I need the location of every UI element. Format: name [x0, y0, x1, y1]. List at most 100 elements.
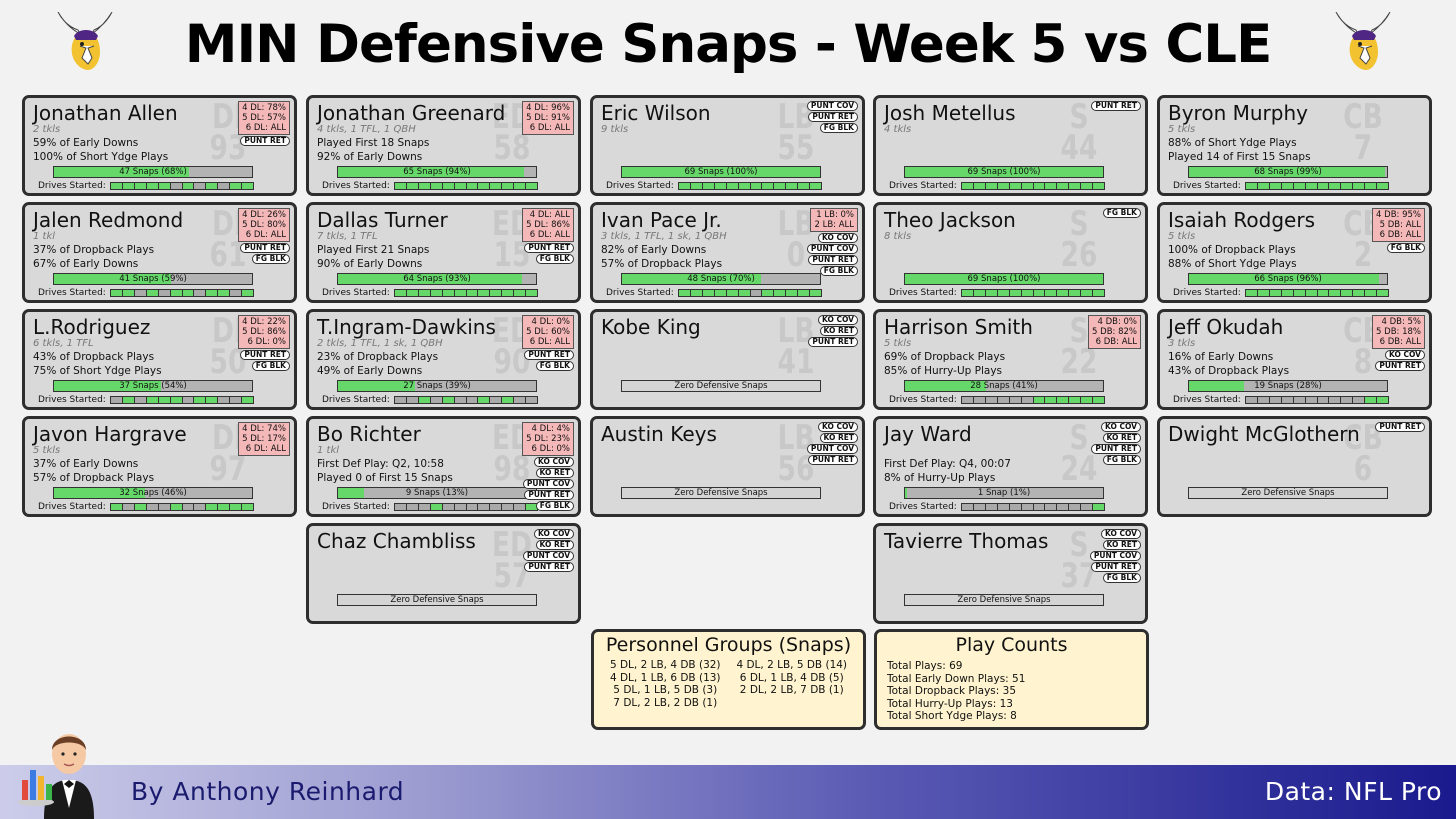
jersey-number: 8 — [1353, 342, 1373, 382]
special-teams-tags: PUNT RET — [1375, 422, 1425, 432]
drive-box — [1365, 290, 1378, 296]
special-teams-tag: PUNT COV — [806, 244, 858, 254]
special-teams-tag: KO COV — [818, 422, 858, 432]
player-name: Bo Richter — [317, 422, 421, 446]
special-teams-tags: PUNT RET FG BLK — [524, 243, 574, 264]
player-note: 43% of Dropback Plays — [33, 351, 155, 363]
special-teams-tag: KO COV — [1101, 422, 1141, 432]
snap-bar-fill — [54, 167, 189, 177]
personnel-item: 5 DL, 1 LB, 5 DB (3) — [613, 684, 718, 696]
player-name: Chaz Chambliss — [317, 529, 476, 553]
special-teams-tag: PUNT RET — [808, 455, 858, 465]
drive-box — [1377, 183, 1389, 189]
player-card: S 44 Josh Metellus 4 tkls 69 Snaps (100%) Dri… — [873, 95, 1148, 196]
drive-box — [454, 290, 467, 296]
snap-count: 68 Snaps (99%) — [1254, 167, 1322, 177]
player-note: 82% of Early Downs — [601, 244, 707, 256]
player-note: 37% of Dropback Plays — [33, 244, 155, 256]
drive-box — [490, 290, 503, 296]
drive-box — [1057, 183, 1070, 189]
drive-box — [230, 290, 243, 296]
drive-box — [146, 397, 159, 403]
player-note: 37% of Early Downs — [33, 458, 139, 470]
drive-box — [962, 290, 974, 296]
play-count-item: Total Plays: 69 — [887, 660, 963, 672]
drive-box — [134, 504, 147, 510]
snap-bar-fill — [1189, 381, 1245, 391]
alignment-line: 6 DL: ALL — [529, 230, 570, 240]
position-watermark: ED 57 — [481, 528, 543, 593]
snap-count: 1 Snap (1%) — [977, 488, 1031, 498]
player-name: Austin Keys — [601, 422, 717, 446]
drive-box — [726, 183, 739, 189]
alignment-box: 4 DL: 78% 5 DL: 57% 6 DL: ALL — [238, 101, 290, 135]
snap-bar: Zero Defensive Snaps — [621, 487, 821, 499]
snap-bar-fill — [54, 488, 146, 498]
special-teams-tag: FG BLK — [251, 361, 290, 371]
player-card: LB 0 Ivan Pace Jr. 3 tkls, 1 TFL, 1 sk, 1 Q… — [590, 202, 865, 303]
snap-bar-fill — [54, 274, 171, 284]
player-card: CB 7 Byron Murphy 5 tkls 88% of Short Ydge P… — [1157, 95, 1432, 196]
drive-box — [690, 183, 703, 189]
drive-box — [1069, 504, 1082, 510]
drive-box — [122, 183, 135, 189]
alignment-line: 4 DB: 95% — [1376, 210, 1421, 220]
special-teams-tag: PUNT COV — [522, 479, 574, 489]
drives-started-boxes — [678, 289, 822, 297]
drive-box — [690, 290, 703, 296]
player-stats: 1 tkl — [317, 445, 340, 456]
drive-box — [1045, 397, 1058, 403]
snap-bar: 68 Snaps (99%) — [1188, 166, 1388, 178]
snap-bar-fill — [338, 167, 525, 177]
player-note: Played First 18 Snaps — [317, 137, 430, 149]
drive-box — [997, 504, 1010, 510]
drive-box — [762, 183, 775, 189]
alignment-line: 4 DB: 5% — [1381, 317, 1421, 327]
snap-bar-fill — [1189, 274, 1380, 284]
snap-count: 19 Snaps (28%) — [1254, 381, 1322, 391]
player-name: Eric Wilson — [601, 101, 711, 125]
special-teams-tag: PUNT RET — [808, 337, 858, 347]
drive-box — [679, 290, 691, 296]
player-note: First Def Play: Q2, 10:58 — [317, 458, 444, 470]
drive-box — [702, 183, 715, 189]
drive-box — [395, 183, 407, 189]
drive-box — [158, 183, 171, 189]
drive-box — [218, 504, 231, 510]
drives-started-label: Drives Started: — [322, 181, 390, 191]
drives-started-boxes — [394, 396, 538, 404]
drives-started-boxes — [394, 182, 538, 190]
alignment-box: 4 DL: 74% 5 DL: 17% 6 DL: ALL — [238, 422, 290, 456]
jersey-number: 37 — [1060, 556, 1098, 596]
snap-bar: 28 Snaps (41%) — [904, 380, 1104, 392]
drive-box — [1093, 397, 1105, 403]
snap-bar: 47 Snaps (68%) — [53, 166, 253, 178]
drives-started-boxes — [110, 182, 254, 190]
snap-count: 64 Snaps (93%) — [403, 274, 471, 284]
drive-box — [1317, 397, 1330, 403]
special-teams-tag: FG BLK — [535, 254, 574, 264]
player-name: Theo Jackson — [884, 208, 1016, 232]
player-note: 8% of Hurry-Up Plays — [884, 472, 996, 484]
special-teams-tag: PUNT RET — [1091, 444, 1141, 454]
drive-box — [146, 290, 159, 296]
drive-box — [490, 504, 503, 510]
alignment-line: 5 DL: 17% — [242, 434, 286, 444]
personnel-groups-panel: Personnel Groups (Snaps) 5 DL, 2 LB, 4 D… — [591, 629, 866, 730]
player-stats: 3 tkls — [1168, 338, 1196, 349]
special-teams-tags: PUNT COV PUNT RET FG BLK — [806, 101, 858, 133]
special-teams-tags: PUNT RET FG BLK — [524, 350, 574, 371]
drive-box — [206, 290, 219, 296]
special-teams-tags: KO COV KO RET PUNT RET FG BLK — [1091, 422, 1141, 465]
drive-box — [1021, 290, 1034, 296]
player-name: Jonathan Greenard — [317, 101, 506, 125]
drive-box — [111, 290, 123, 296]
snap-bar: 69 Snaps (100%) — [621, 166, 821, 178]
play-counts-title: Play Counts — [955, 634, 1068, 656]
personnel-item: 2 DL, 2 LB, 7 DB (1) — [739, 684, 844, 696]
drive-box — [218, 183, 231, 189]
drive-box — [406, 504, 419, 510]
drive-box — [1069, 290, 1082, 296]
drive-box — [1305, 183, 1318, 189]
